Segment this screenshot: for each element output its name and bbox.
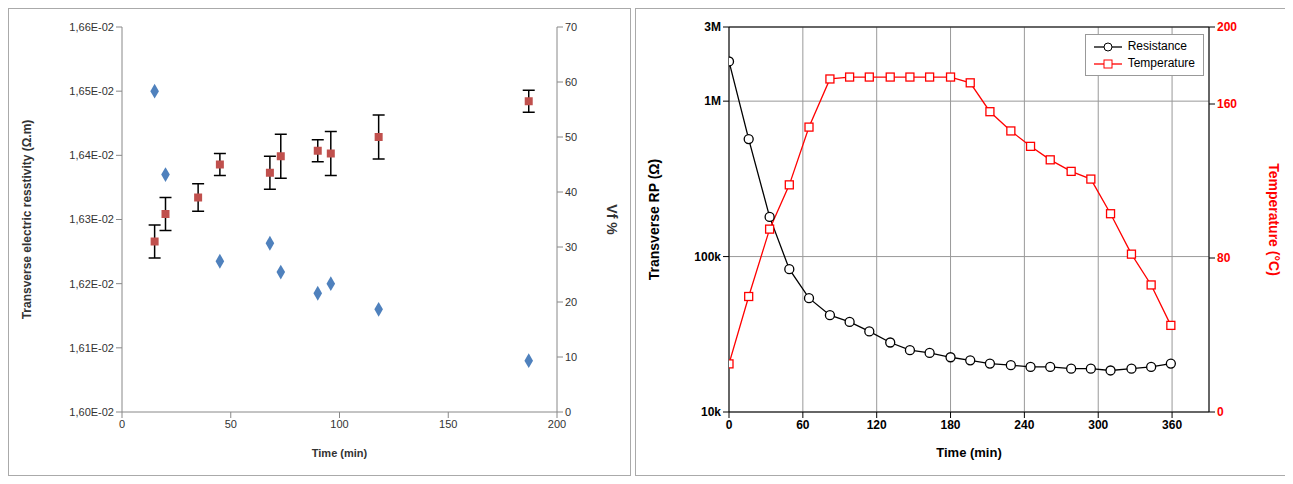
html-text:Temperature: Temperature	[1127, 56, 1195, 70]
svg-text:300: 300	[1088, 418, 1108, 432]
svg-text:1,66E-02: 1,66E-02	[69, 21, 114, 33]
svg-text:60: 60	[565, 76, 577, 88]
svg-text:20: 20	[565, 296, 577, 308]
svg-text:0: 0	[119, 418, 125, 430]
svg-text:40: 40	[565, 186, 577, 198]
svg-text:180: 180	[941, 418, 961, 432]
svg-text:0: 0	[565, 406, 571, 418]
svg-text:50: 50	[565, 131, 577, 143]
svg-text:Transverse RP (Ω): Transverse RP (Ω)	[646, 159, 662, 280]
svg-text:1,63E-02: 1,63E-02	[69, 213, 114, 225]
svg-text:1,64E-02: 1,64E-02	[69, 149, 114, 161]
svg-text:60: 60	[796, 418, 810, 432]
svg-text:100: 100	[330, 418, 348, 430]
svg-text:50: 50	[225, 418, 237, 430]
svg-text:10k: 10k	[701, 405, 721, 419]
svg-text:200: 200	[548, 418, 566, 430]
svg-text:200: 200	[1217, 20, 1237, 34]
svg-text:1,62E-02: 1,62E-02	[69, 278, 114, 290]
svg-text:3M: 3M	[704, 20, 721, 34]
svg-text:80: 80	[1217, 251, 1231, 265]
svg-text:Time (min): Time (min)	[312, 447, 368, 459]
svg-text:1,61E-02: 1,61E-02	[69, 342, 114, 354]
svg-text:1M: 1M	[704, 94, 721, 108]
svg-text:240: 240	[1014, 418, 1034, 432]
svg-text:360: 360	[1162, 418, 1182, 432]
svg-text:160: 160	[1217, 97, 1237, 111]
html-text:Resistance: Resistance	[1127, 39, 1187, 53]
svg-text:Temperature (°C): Temperature (°C)	[1266, 163, 1282, 276]
svg-text:30: 30	[565, 241, 577, 253]
svg-text:10: 10	[565, 351, 577, 363]
svg-text:120: 120	[867, 418, 887, 432]
svg-text:1,65E-02: 1,65E-02	[69, 85, 114, 97]
svg-text:70: 70	[565, 21, 577, 33]
svg-text:1,60E-02: 1,60E-02	[69, 406, 114, 418]
svg-text:100k: 100k	[694, 250, 721, 264]
svg-text:Transverse electric resstivity: Transverse electric resstivity (Ω.m)	[20, 120, 34, 320]
svg-text:Time (min): Time (min)	[936, 445, 1002, 460]
svg-text:150: 150	[439, 418, 457, 430]
svg-text:0: 0	[726, 418, 733, 432]
svg-text:Vf %: Vf %	[604, 204, 620, 235]
svg-text:0: 0	[1217, 405, 1224, 419]
